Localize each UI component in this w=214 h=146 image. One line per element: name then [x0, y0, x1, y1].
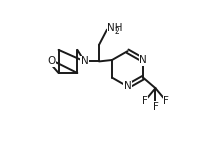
- Text: 2: 2: [114, 27, 119, 36]
- Text: N: N: [139, 55, 147, 65]
- Text: F: F: [163, 96, 169, 106]
- Text: F: F: [142, 96, 147, 106]
- Text: N: N: [124, 81, 131, 91]
- Text: N: N: [81, 57, 88, 66]
- Text: O: O: [47, 57, 55, 66]
- Text: NH: NH: [107, 23, 122, 33]
- Text: F: F: [153, 102, 158, 112]
